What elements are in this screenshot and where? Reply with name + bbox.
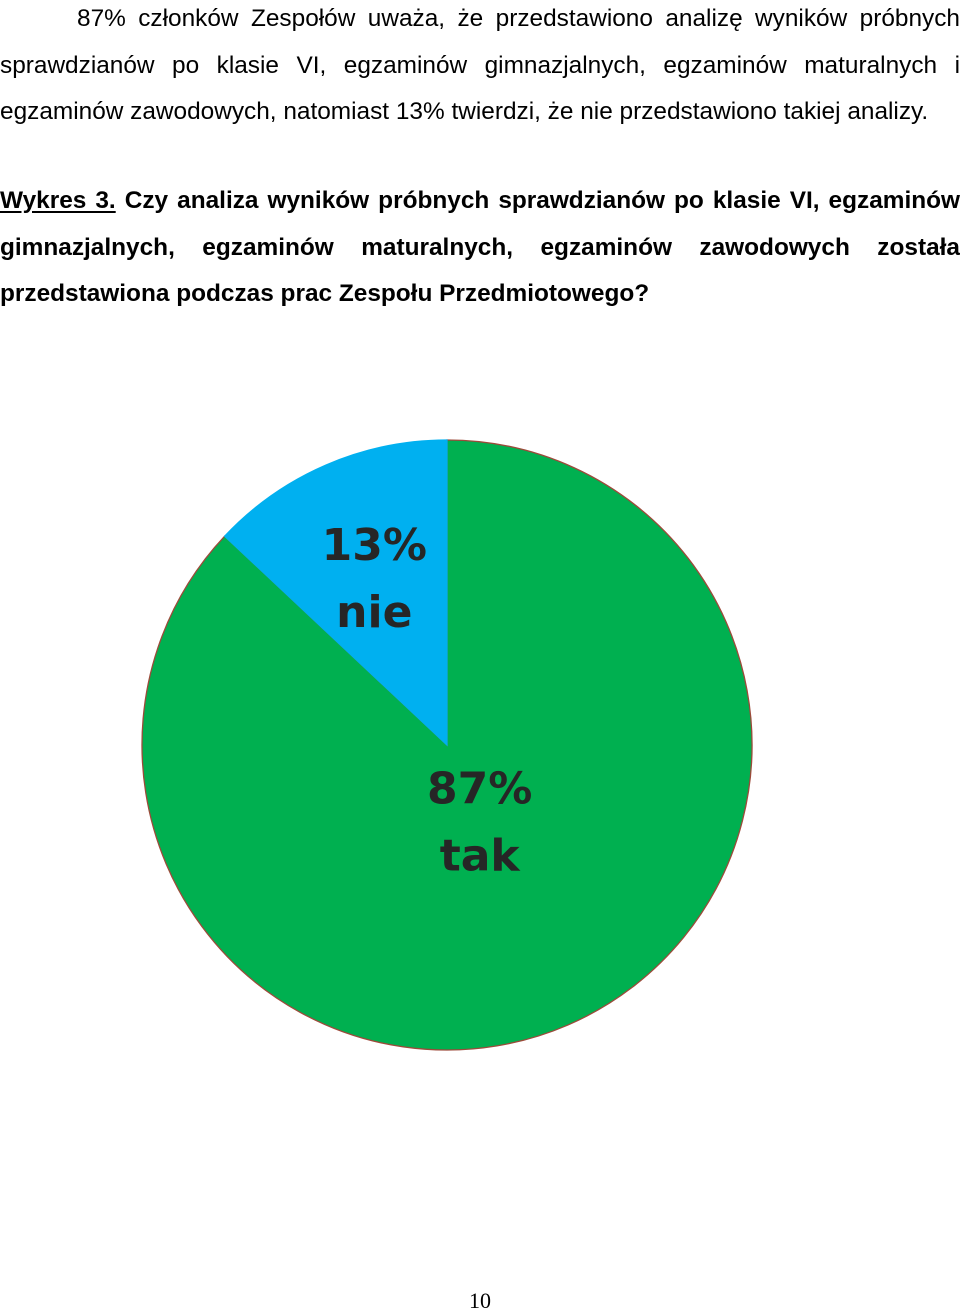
- slice-value-label-nie: 13%: [322, 520, 427, 571]
- figure-caption: Wykres 3. Czy analiza wyników próbnych s…: [0, 178, 960, 318]
- pie-labels: 87% tak 13% nie: [322, 520, 533, 882]
- slice-value-label-tak: 87%: [427, 764, 532, 815]
- figure-question: Czy analiza wyników próbnych sprawdzianó…: [0, 187, 960, 308]
- pie-slices: [141, 439, 753, 1051]
- pie-slice-nie: [223, 439, 448, 747]
- slice-name-label-tak: tak: [440, 831, 522, 882]
- intro-paragraph: 87% członków Zespołów uważa, że przedsta…: [0, 5, 960, 126]
- figure-label: Wykres 3.: [0, 187, 116, 214]
- slice-name-label-nie: nie: [336, 587, 412, 638]
- pie-chart: 87% tak 13% nie: [141, 439, 753, 1051]
- page-number: 10: [469, 1288, 491, 1313]
